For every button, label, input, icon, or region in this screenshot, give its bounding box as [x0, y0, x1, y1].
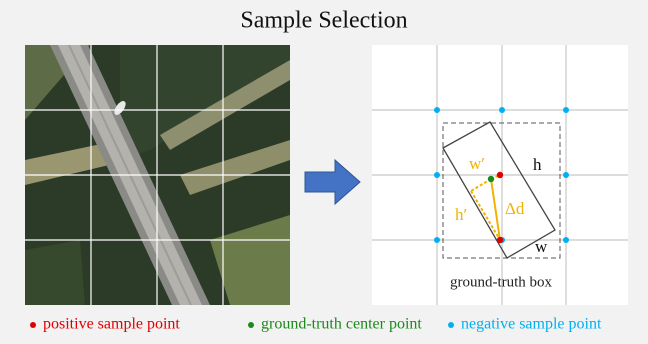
center-point [488, 176, 494, 182]
box-label: ground-truth box [450, 274, 553, 290]
legend-dot [30, 322, 36, 328]
title: Sample Selection [240, 8, 407, 34]
satellite-image [25, 45, 290, 305]
page: Sample Selection [0, 0, 648, 344]
label-h: h [533, 155, 542, 174]
label-delta-d: Δd [505, 199, 525, 218]
legend-dot [248, 322, 254, 328]
legend-negative: negative sample point [461, 316, 602, 333]
legend-center: ground-truth center point [261, 316, 422, 333]
label-w-prime: w′ [469, 154, 485, 173]
positive-point [497, 172, 503, 178]
positive-point [497, 237, 503, 243]
legend-dot [448, 322, 454, 328]
legend-positive: positive sample point [43, 316, 180, 333]
label-w: w [535, 237, 548, 256]
label-h-prime: h′ [455, 205, 467, 224]
